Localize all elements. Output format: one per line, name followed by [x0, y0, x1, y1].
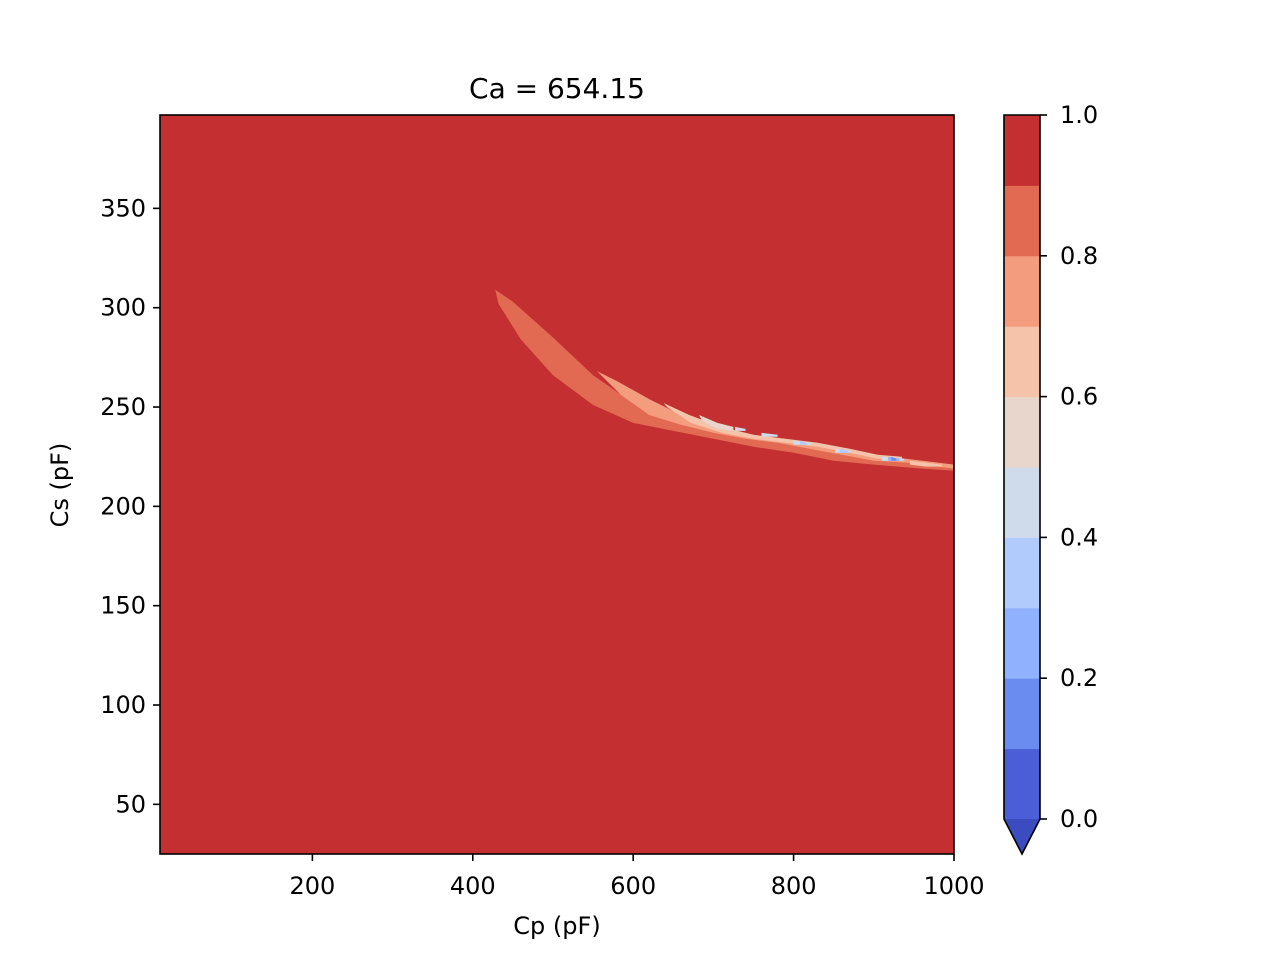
colorbar-level-3 [1004, 537, 1040, 609]
x-tick-label: 200 [289, 872, 335, 900]
y-tick-label: 200 [100, 492, 146, 520]
contour-regions [495, 289, 954, 471]
y-tick-label: 50 [115, 790, 146, 818]
colorbar-extend-min [1004, 819, 1040, 854]
colorbar-tick-label: 0.8 [1060, 242, 1098, 270]
x-tick-label: 600 [610, 872, 656, 900]
colorbar-frame [1003, 114, 1041, 856]
y-tick-label: 100 [100, 691, 146, 719]
y-tick-label: 150 [100, 592, 146, 620]
contour-region-4 [699, 415, 734, 431]
colorbar-level-4 [1004, 467, 1040, 538]
x-tick-label: 400 [450, 872, 496, 900]
colorbar-tick-label: 0.4 [1060, 523, 1098, 551]
colorbar-level-6 [1004, 326, 1040, 398]
colorbar: 0.0 0.2 0.4 0.6 0.8 1.0 [1003, 101, 1098, 856]
contour-background [160, 115, 954, 854]
contour-region-13 [891, 456, 897, 461]
colorbar-level-1 [1004, 678, 1040, 750]
x-tick-label: 1000 [923, 872, 984, 900]
plot-frame [159, 114, 955, 855]
contour-region-1 [597, 371, 954, 469]
contour-region-5 [735, 426, 746, 431]
plot-area [159, 114, 955, 855]
colorbar-level-0 [1004, 748, 1040, 820]
colorbar-level-5 [1004, 396, 1040, 468]
x-axis: 200 400 600 800 1000 [289, 854, 985, 900]
x-axis-label: Cp (pF) [513, 912, 600, 940]
contour-region-3 [909, 460, 942, 467]
contour-region-6 [761, 432, 778, 437]
y-tick-label: 350 [100, 194, 146, 222]
colorbar-tick-label: 0.6 [1060, 383, 1098, 411]
chart-title: Ca = 654.15 [469, 72, 645, 105]
contour-region-2 [663, 403, 902, 461]
y-axis-label: Cs (pF) [46, 443, 74, 528]
x-tick-label: 800 [771, 872, 817, 900]
colorbar-level-7 [1004, 255, 1040, 327]
y-tick-label: 300 [100, 294, 146, 322]
contour-region-10 [800, 440, 807, 445]
colorbar-tick-label: 0.2 [1060, 664, 1098, 692]
colorbar-level-8 [1004, 185, 1040, 257]
colorbar-tick-label: 1.0 [1060, 101, 1098, 129]
contour-region-11 [840, 448, 849, 453]
colorbar-level-2 [1004, 607, 1040, 679]
y-tick-label: 250 [100, 393, 146, 421]
colorbar-level-9 [1004, 115, 1040, 186]
colorbar-tick-label: 0.0 [1060, 805, 1098, 833]
y-axis: 50 100 150 200 250 300 350 [100, 194, 160, 818]
